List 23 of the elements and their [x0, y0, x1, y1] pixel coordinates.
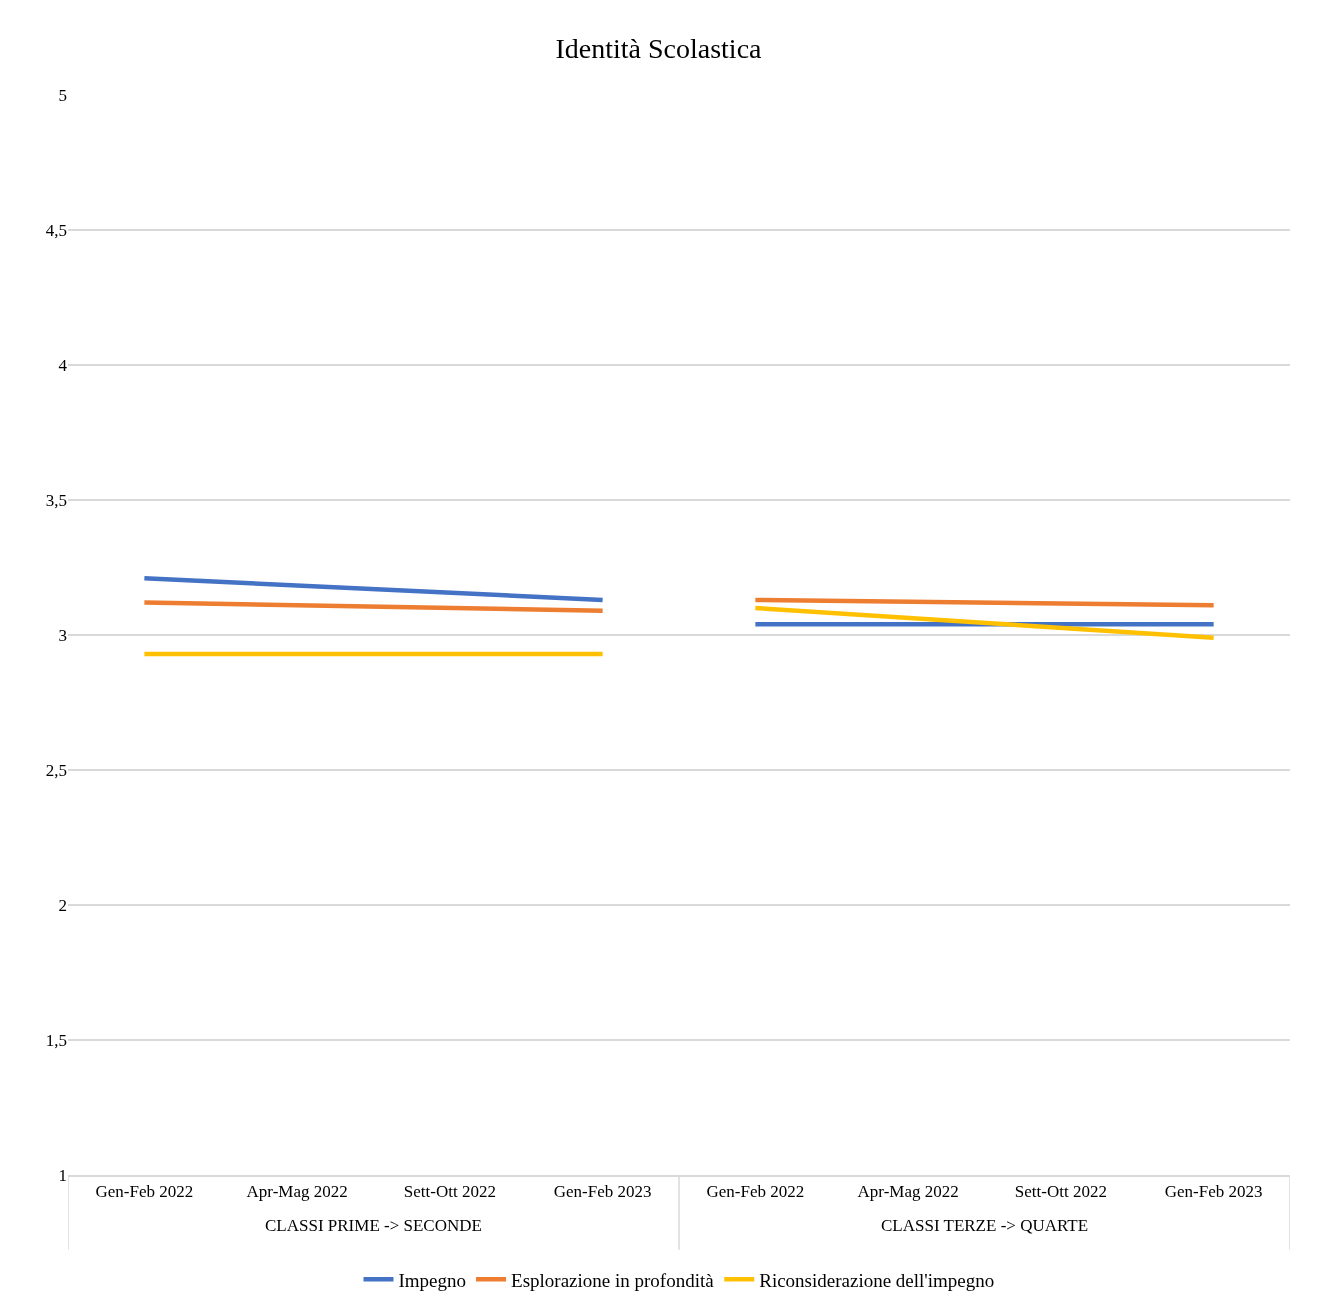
- y-tick-label: 5: [58, 85, 67, 105]
- text: CLASSI TERZE -> QUARTE: [881, 1216, 1089, 1235]
- x-tick-label: Apr-Mag 2022: [857, 1182, 959, 1202]
- x-tick-label: Gen-Feb 2023: [1164, 1182, 1263, 1202]
- y-tick-label: 1,5: [45, 1030, 67, 1050]
- y-tick-label: 4: [58, 355, 68, 375]
- x-tick-label: Gen-Feb 2022: [95, 1182, 194, 1202]
- legend-label: Esplorazione in profondità: [511, 1269, 715, 1291]
- x-tick-label: Sett-Ott 2022: [403, 1182, 496, 1202]
- y-tick-label: 3,5: [45, 490, 67, 510]
- y-tick-label: 3: [58, 625, 67, 645]
- x-tick-label: Gen-Feb 2022: [706, 1182, 805, 1202]
- text: CLASSI PRIME -> SECONDE: [265, 1216, 482, 1235]
- legend-label: Riconsiderazione dell'impegno: [759, 1269, 995, 1291]
- x-tick-label: Apr-Mag 2022: [246, 1182, 348, 1202]
- legend-label: Impegno: [398, 1269, 467, 1291]
- y-tick-label: 4,5: [45, 220, 67, 240]
- y-tick-label: 2,5: [45, 760, 67, 780]
- y-tick-label: 2: [58, 895, 67, 915]
- y-tick-label: 1: [58, 1165, 67, 1185]
- x-tick-label: Gen-Feb 2023: [553, 1182, 652, 1202]
- x-tick-label: Sett-Ott 2022: [1014, 1182, 1107, 1202]
- chart-title: Identità Scolastica: [555, 32, 763, 64]
